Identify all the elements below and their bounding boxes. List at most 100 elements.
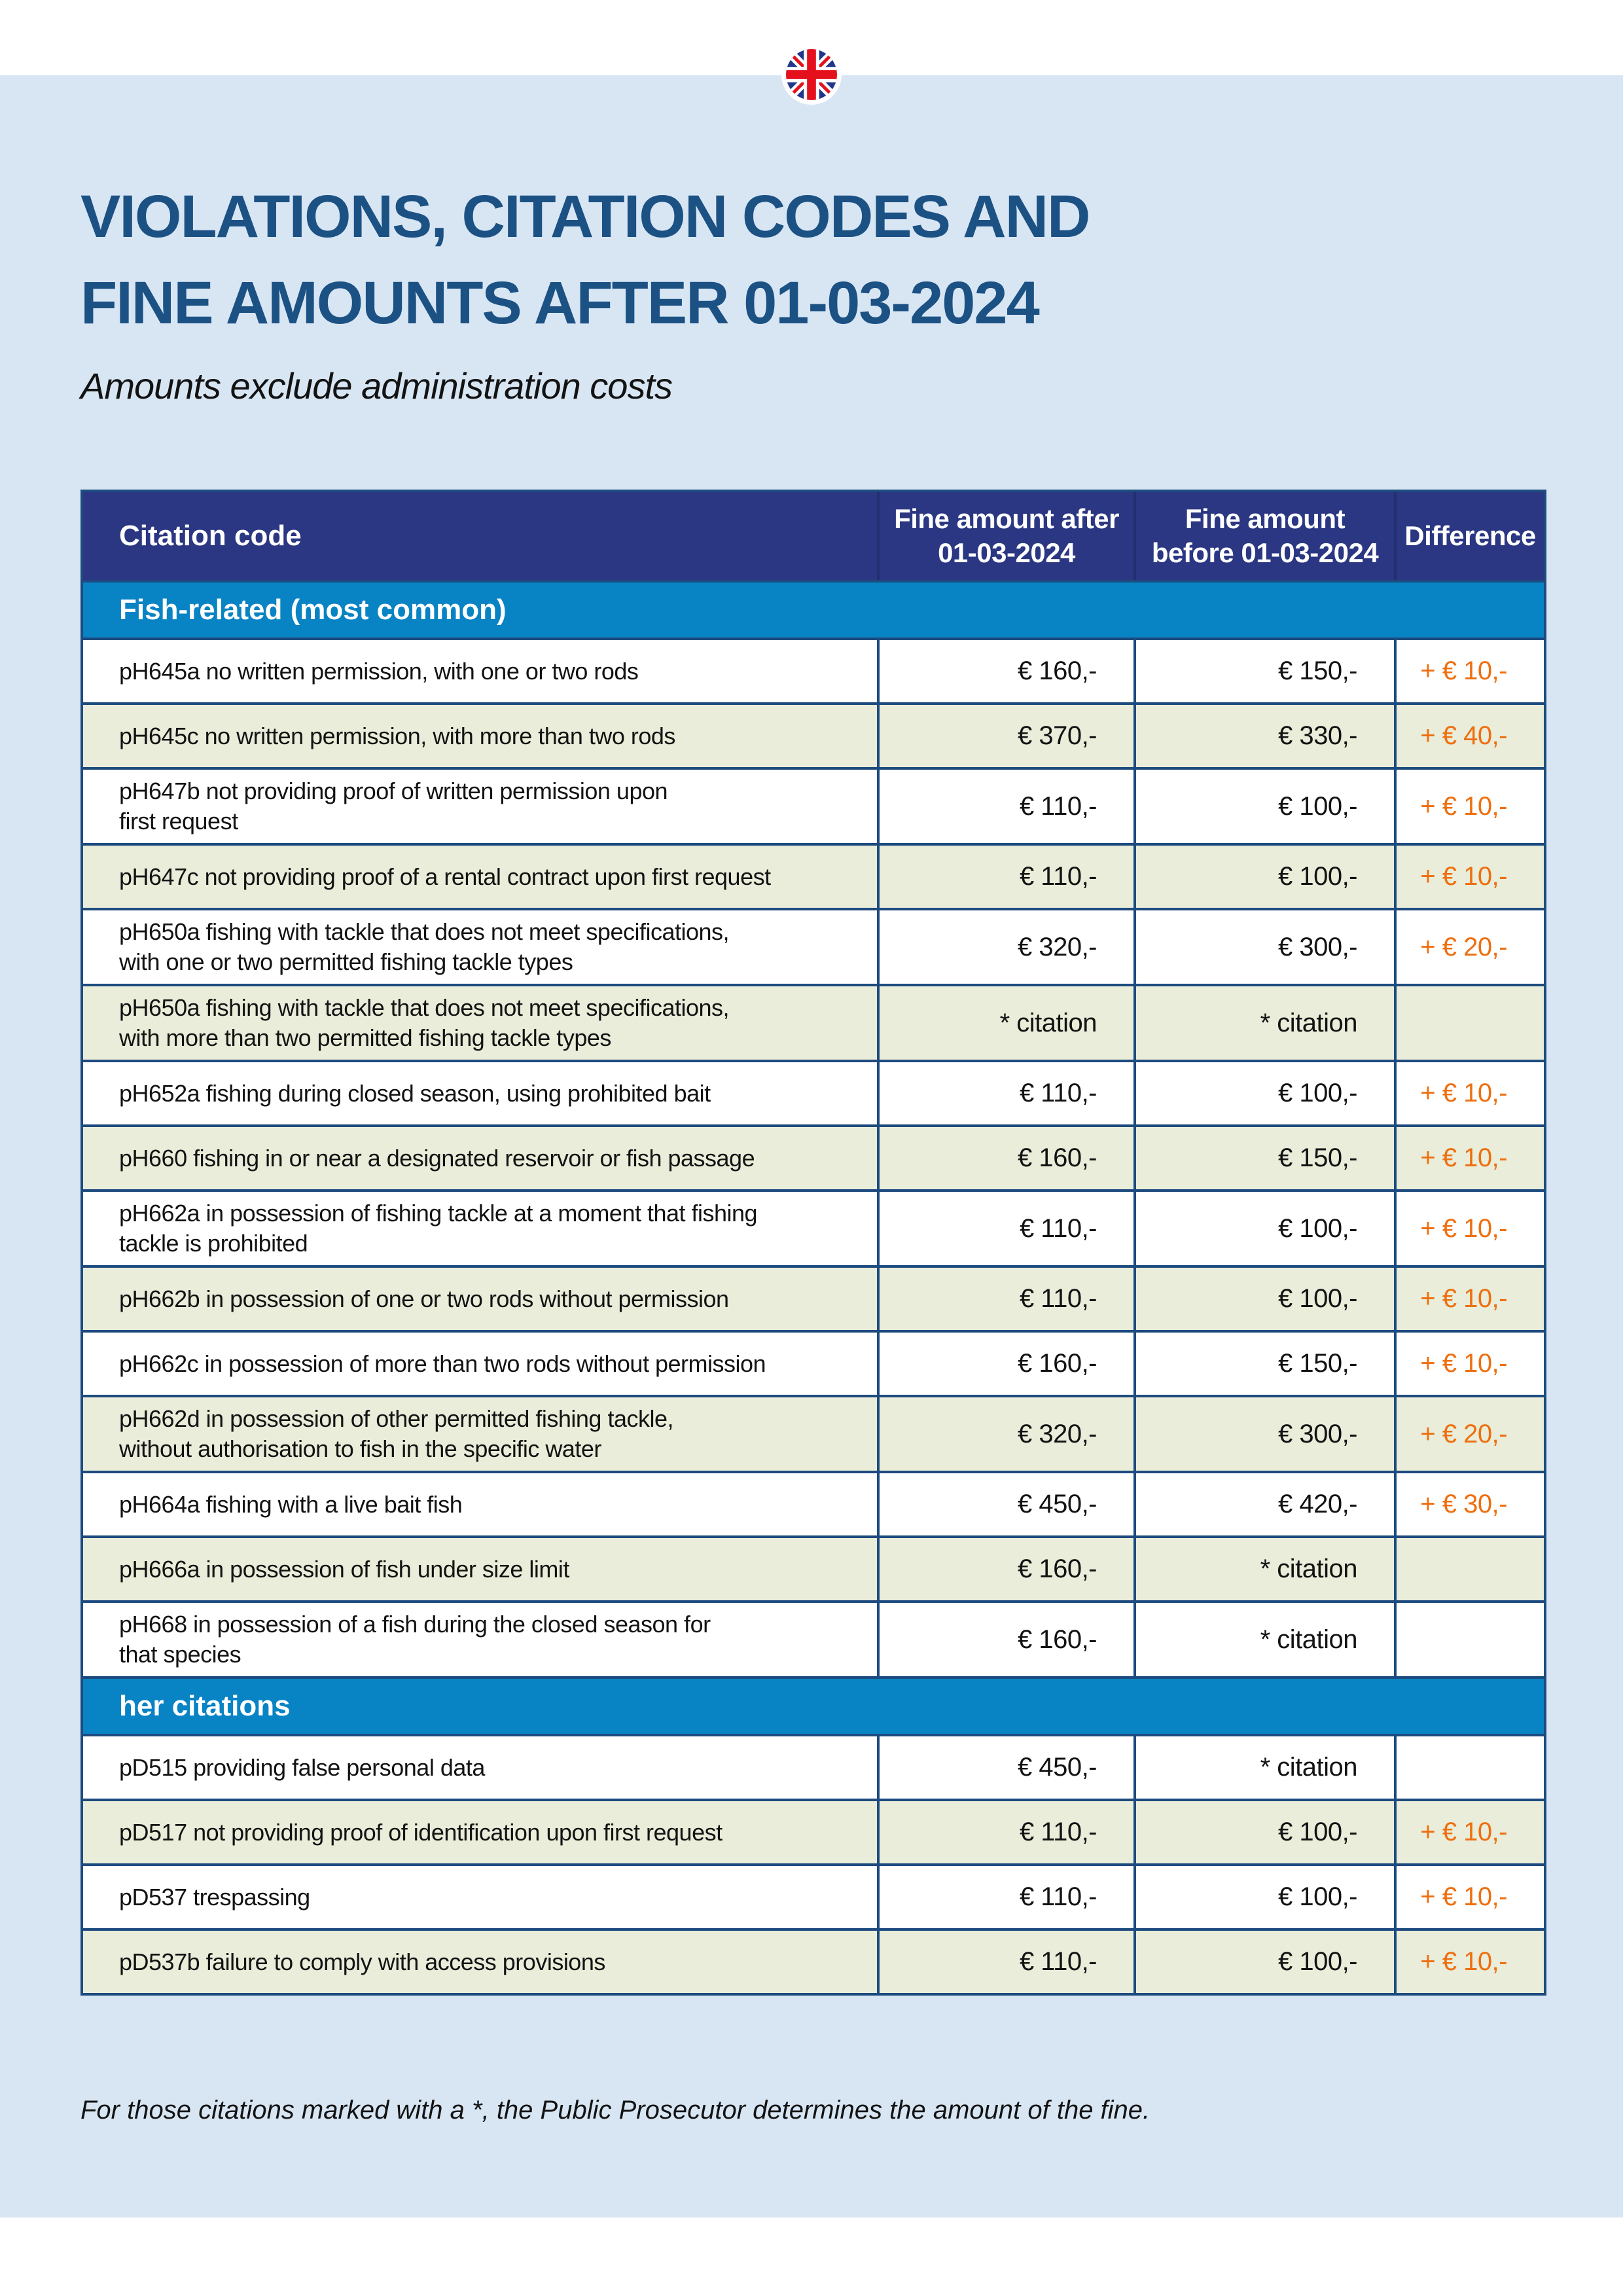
table-header-row: Citation code Fine amount after 01-03-20… (83, 492, 1544, 580)
citation-description: pH668 in possession of a fish during the… (119, 1611, 711, 1668)
page-title-line-1: VIOLATIONS, CITATION CODES AND (80, 183, 1090, 250)
table-row: pD517 not providing proof of identificat… (83, 1799, 1544, 1863)
fine-before-value: * citation (1133, 1736, 1394, 1799)
table-row: pH662c in possession of more than two ro… (83, 1330, 1544, 1395)
section-label: Fish-related (most common) (119, 594, 507, 626)
difference-value: + € 10,- (1394, 1062, 1544, 1124)
citation-description: pH650a fishing with tackle that does not… (119, 994, 730, 1051)
difference-value: + € 20,- (1394, 1397, 1544, 1471)
difference-value: + € 10,- (1394, 1192, 1544, 1265)
fine-before-value: € 100,- (1133, 1062, 1394, 1124)
fine-before-value: € 150,- (1133, 1127, 1394, 1189)
difference-value: + € 10,- (1394, 770, 1544, 843)
column-header-difference: Difference (1394, 492, 1544, 580)
table-row: pD515 providing false personal data € 45… (83, 1734, 1544, 1799)
fine-after-value: € 450,- (877, 1736, 1133, 1799)
section-header-band: Fish-related (most common) (83, 580, 1544, 637)
page-body: VIOLATIONS, CITATION CODES AND FINE AMOU… (0, 75, 1623, 2217)
citation-description: pH660 fishing in or near a designated re… (119, 1144, 755, 1172)
fine-after-value: € 110,- (877, 1801, 1133, 1863)
difference-value (1394, 1538, 1544, 1600)
page-title-line-2: FINE AMOUNTS AFTER 01-03-2024 (80, 270, 1040, 336)
difference-value: + € 10,- (1394, 1268, 1544, 1330)
fine-before-value: € 100,- (1133, 770, 1394, 843)
uk-flag-icon (786, 49, 837, 100)
fine-before-value: € 100,- (1133, 1268, 1394, 1330)
citation-description: pH664a fishing with a live bait fish (119, 1490, 463, 1518)
difference-value: + € 40,- (1394, 705, 1544, 767)
section-header-band: her citations (83, 1676, 1544, 1734)
table-row: pH645a no written permission, with one o… (83, 637, 1544, 702)
table-row: pH662b in possession of one or two rods … (83, 1265, 1544, 1330)
citation-description: pH662b in possession of one or two rods … (119, 1285, 729, 1312)
difference-value (1394, 1736, 1544, 1799)
table-row: pH652a fishing during closed season, usi… (83, 1060, 1544, 1124)
fine-before-value: € 300,- (1133, 1397, 1394, 1471)
fine-after-value: € 450,- (877, 1473, 1133, 1535)
difference-value: + € 10,- (1394, 1866, 1544, 1928)
citation-description: pH662a in possession of fishing tackle a… (119, 1200, 758, 1257)
difference-value: + € 10,- (1394, 1333, 1544, 1395)
fine-after-value: € 160,- (877, 1603, 1133, 1676)
table-row: pH647c not providing proof of a rental c… (83, 843, 1544, 908)
table-row: pH650a fishing with tackle that does not… (83, 908, 1544, 984)
fine-before-value: € 100,- (1133, 1866, 1394, 1928)
table-row: pD537 trespassing € 110,- € 100,- + € 10… (83, 1863, 1544, 1928)
difference-value: + € 10,- (1394, 1801, 1544, 1863)
fine-before-value: € 150,- (1133, 1333, 1394, 1395)
fine-before-value: * citation (1133, 1603, 1394, 1676)
table-row: pH660 fishing in or near a designated re… (83, 1124, 1544, 1189)
fine-before-value: € 100,- (1133, 1931, 1394, 1993)
fine-before-value: € 300,- (1133, 910, 1394, 984)
citation-description: pH647c not providing proof of a rental c… (119, 863, 771, 890)
fines-table: Citation code Fine amount after 01-03-20… (80, 490, 1546, 1996)
difference-value: + € 10,- (1394, 1127, 1544, 1189)
fine-before-value: € 100,- (1133, 846, 1394, 908)
fine-before-value: € 150,- (1133, 640, 1394, 702)
citation-description: pH662c in possession of more than two ro… (119, 1350, 766, 1377)
page-title: VIOLATIONS, CITATION CODES AND FINE AMOU… (80, 173, 1546, 346)
table-row: pH645c no written permission, with more … (83, 702, 1544, 767)
fine-after-value: € 110,- (877, 1062, 1133, 1124)
table-row: pD537b failure to comply with access pro… (83, 1928, 1544, 1993)
difference-value: + € 20,- (1394, 910, 1544, 984)
difference-value: + € 10,- (1394, 846, 1544, 908)
fine-after-value: € 110,- (877, 1866, 1133, 1928)
table-row: pH666a in possession of fish under size … (83, 1535, 1544, 1600)
column-header-citation-code: Citation code (119, 520, 302, 552)
fine-after-value: € 370,- (877, 705, 1133, 767)
column-header-fine-before: Fine amount before 01-03-2024 (1133, 492, 1394, 580)
fine-after-value: € 160,- (877, 640, 1133, 702)
fine-before-value: * citation (1133, 1538, 1394, 1600)
citation-description: pH666a in possession of fish under size … (119, 1555, 569, 1583)
difference-value: + € 10,- (1394, 1931, 1544, 1993)
column-header-fine-after: Fine amount after 01-03-2024 (877, 492, 1133, 580)
table-row: pH668 in possession of a fish during the… (83, 1600, 1544, 1676)
fine-after-value: € 110,- (877, 1268, 1133, 1330)
fine-after-value: € 110,- (877, 1931, 1133, 1993)
fine-before-value: € 330,- (1133, 705, 1394, 767)
citation-description: pD537b failure to comply with access pro… (119, 1948, 605, 1975)
fine-after-value: € 160,- (877, 1127, 1133, 1189)
fine-after-value: € 110,- (877, 846, 1133, 908)
section-label: her citations (119, 1690, 291, 1722)
footnote: For those citations marked with a *, the… (80, 2096, 1150, 2125)
difference-value (1394, 986, 1544, 1060)
difference-value: + € 30,- (1394, 1473, 1544, 1535)
fine-after-value: * citation (877, 986, 1133, 1060)
fine-before-value: € 100,- (1133, 1801, 1394, 1863)
citation-description: pH662d in possession of other permitted … (119, 1405, 674, 1462)
fine-after-value: € 160,- (877, 1538, 1133, 1600)
table-row: pH647b not providing proof of written pe… (83, 767, 1544, 843)
fine-before-value: € 420,- (1133, 1473, 1394, 1535)
citation-description: pH650a fishing with tackle that does not… (119, 918, 730, 975)
table-row: pH662a in possession of fishing tackle a… (83, 1189, 1544, 1265)
citation-description: pD537 trespassing (119, 1883, 310, 1910)
citation-description: pH645c no written permission, with more … (119, 722, 675, 749)
fine-after-value: € 110,- (877, 1192, 1133, 1265)
citation-description: pH645a no written permission, with one o… (119, 657, 639, 685)
fine-after-value: € 320,- (877, 910, 1133, 984)
citation-description: pD515 providing false personal data (119, 1753, 485, 1781)
fine-after-value: € 160,- (877, 1333, 1133, 1395)
